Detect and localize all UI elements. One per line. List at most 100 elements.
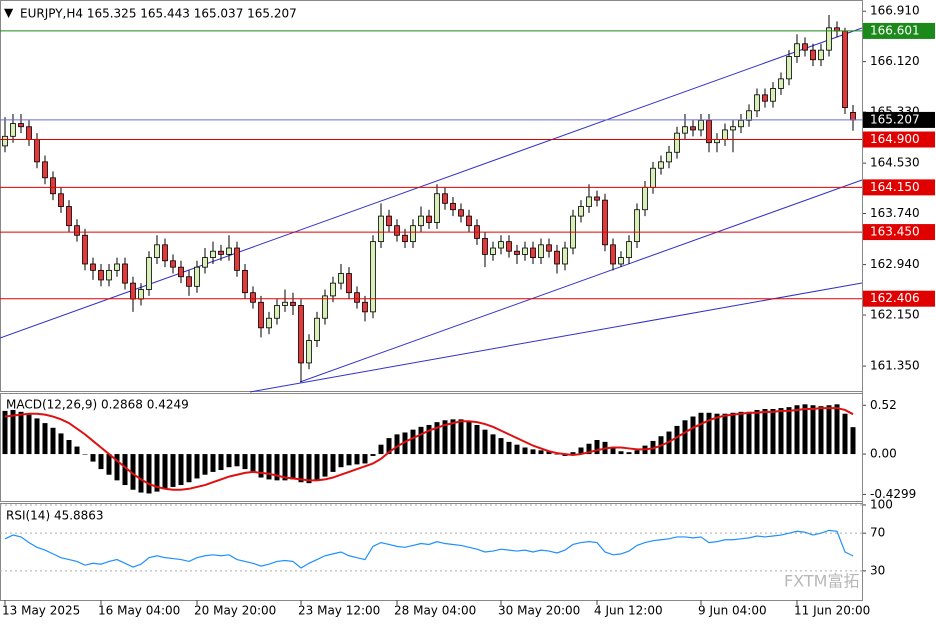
candle-body bbox=[362, 301, 368, 313]
candle-body bbox=[666, 151, 672, 163]
macd-bar bbox=[242, 454, 248, 470]
macd-bar bbox=[802, 404, 808, 455]
candle-body bbox=[50, 177, 56, 195]
candle-body bbox=[786, 56, 792, 80]
y-tick-label: 166.910 bbox=[870, 4, 920, 18]
macd-bar bbox=[106, 454, 112, 475]
candle-body bbox=[658, 161, 664, 169]
candle-body bbox=[210, 250, 216, 258]
macd-bar bbox=[546, 451, 552, 455]
y-tick-label: 30 bbox=[870, 563, 885, 577]
macd-bar bbox=[506, 441, 512, 455]
macd-bar bbox=[18, 411, 24, 455]
macd-bar bbox=[722, 413, 728, 455]
macd-bar bbox=[186, 454, 192, 483]
macd-bar bbox=[482, 429, 488, 455]
macd-bar bbox=[282, 454, 288, 481]
macd-bar bbox=[442, 420, 448, 455]
candle-body bbox=[498, 241, 504, 249]
price-title: EURJPY,H4 165.325 165.443 165.037 165.20… bbox=[20, 7, 297, 21]
candle-body bbox=[266, 317, 272, 329]
macd-bar bbox=[850, 427, 856, 455]
price-level-box bbox=[863, 22, 935, 39]
macd-bar bbox=[530, 449, 536, 455]
candle-body bbox=[42, 161, 48, 179]
candle-body bbox=[2, 135, 8, 147]
price-level-label: 166.601 bbox=[870, 23, 920, 37]
macd-bar bbox=[234, 454, 240, 467]
candle-body bbox=[306, 340, 312, 364]
macd-bar bbox=[338, 454, 344, 468]
candle-body bbox=[242, 269, 248, 294]
macd-bar bbox=[306, 454, 312, 484]
trend-lines bbox=[0, 27, 863, 393]
macd-bar bbox=[626, 452, 632, 455]
macd-bar bbox=[378, 444, 384, 455]
candle-body bbox=[186, 276, 192, 287]
candle-body bbox=[738, 119, 744, 128]
macd-bar bbox=[386, 438, 392, 455]
candle-body bbox=[458, 209, 464, 217]
macd-bar bbox=[474, 424, 480, 455]
candle-body bbox=[682, 126, 688, 134]
macd-bar bbox=[138, 454, 144, 493]
candle-body bbox=[770, 88, 776, 102]
macd-bar bbox=[434, 422, 440, 455]
candle-body bbox=[130, 282, 136, 300]
macd-bar bbox=[826, 405, 832, 455]
macd-bar bbox=[810, 405, 816, 455]
macd-bar bbox=[522, 447, 528, 455]
signal-line bbox=[4, 407, 854, 491]
macd-bar bbox=[354, 454, 360, 465]
macd-bar bbox=[346, 454, 352, 466]
macd-bar bbox=[58, 433, 64, 455]
candle-body bbox=[26, 126, 32, 140]
x-tick-label: 9 Jun 04:00 bbox=[698, 604, 767, 618]
macd-bar bbox=[122, 454, 128, 486]
macd-bar bbox=[34, 418, 40, 455]
macd-bar bbox=[554, 454, 560, 455]
candle-body bbox=[138, 289, 144, 300]
candle-body bbox=[826, 27, 832, 51]
candle-body bbox=[794, 43, 800, 57]
macd-bar bbox=[682, 420, 688, 455]
macd-bar bbox=[218, 454, 224, 471]
macd-bar bbox=[786, 407, 792, 455]
price-level-label: 164.150 bbox=[870, 180, 920, 194]
candle-body bbox=[850, 111, 856, 121]
candle-body bbox=[170, 260, 176, 268]
macd-bar bbox=[10, 409, 16, 455]
menu-arrow[interactable]: ▼ bbox=[4, 6, 14, 20]
watermark: FXTM富拓 bbox=[784, 572, 859, 591]
price-level-box bbox=[863, 224, 935, 241]
candle-body bbox=[490, 247, 496, 255]
macd-bar bbox=[202, 454, 208, 475]
macd-bar bbox=[842, 413, 848, 455]
candle-body bbox=[418, 215, 424, 227]
y-tick-label: 166.120 bbox=[870, 54, 920, 68]
price-level-box bbox=[863, 179, 935, 196]
macd-bar bbox=[90, 454, 96, 462]
macd-bar bbox=[250, 454, 256, 473]
macd-bar bbox=[618, 451, 624, 455]
x-tick-label: 13 May 2025 bbox=[2, 604, 80, 618]
macd-bar bbox=[402, 432, 408, 455]
candle-body bbox=[506, 241, 512, 252]
macd-bar bbox=[114, 454, 120, 481]
macd-bar bbox=[74, 446, 80, 455]
candle-body bbox=[106, 269, 112, 281]
candle-body bbox=[10, 123, 16, 137]
candle-body bbox=[538, 244, 544, 258]
support-line bbox=[249, 282, 863, 393]
candle-body bbox=[410, 225, 416, 243]
candle-body bbox=[602, 199, 608, 246]
macd-bar bbox=[498, 438, 504, 455]
candle-body bbox=[162, 244, 168, 262]
candle-body bbox=[370, 241, 376, 313]
candle-body bbox=[594, 196, 600, 201]
macd-bar bbox=[170, 454, 176, 487]
macd-bar bbox=[490, 434, 496, 455]
price-level-label: 163.450 bbox=[870, 225, 920, 239]
macd-bar bbox=[634, 450, 640, 455]
